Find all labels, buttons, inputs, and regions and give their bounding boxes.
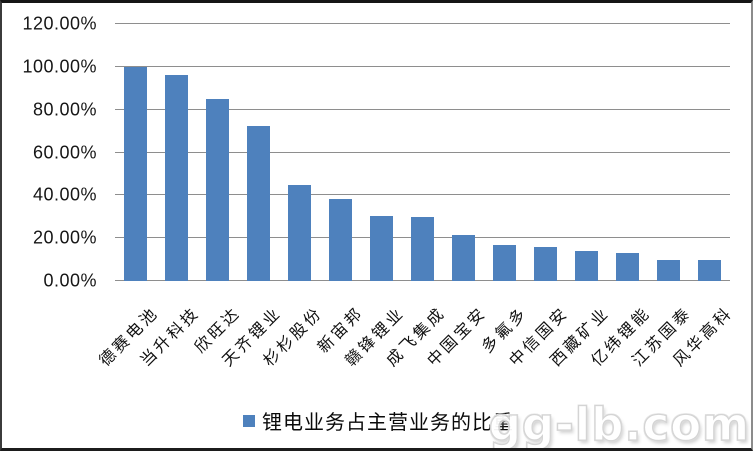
bar-slot <box>525 24 566 281</box>
y-axis: 0.00% 20.00% 40.00% 60.00% 80.00% 100.00% 120.… <box>2 14 97 291</box>
bar-当升科技 <box>165 74 188 281</box>
watermark: gg-lb.com <box>488 398 750 451</box>
bar-亿纬锂能 <box>616 252 639 281</box>
bar-slot <box>566 24 607 281</box>
bar-赣锋锂业 <box>370 215 393 281</box>
gridline-80 <box>115 108 730 110</box>
bar-slot <box>402 24 443 281</box>
bar-slot <box>443 24 484 281</box>
y-tick-label: 80.00% <box>32 99 97 120</box>
bar-slot <box>361 24 402 281</box>
bar-中国宝安 <box>452 235 475 281</box>
y-tick-label: 120.00% <box>22 13 97 34</box>
bar-欣旺达 <box>206 98 229 281</box>
gridline-40 <box>115 194 730 196</box>
bar-中信国安 <box>534 247 557 281</box>
bar-多氟多 <box>493 245 516 281</box>
gridline-100 <box>115 65 730 67</box>
bar-slot <box>197 24 238 281</box>
y-tick-label: 0.00% <box>43 270 97 291</box>
bar-西藏矿业 <box>575 251 598 281</box>
bar-slot <box>607 24 648 281</box>
bar-江苏国泰 <box>657 259 680 281</box>
bar-slot <box>484 24 525 281</box>
bar-slot <box>279 24 320 281</box>
gridline-60 <box>115 151 730 153</box>
y-tick-label: 100.00% <box>22 56 97 77</box>
bar-德赛电池 <box>124 66 147 281</box>
legend-swatch-icon <box>243 414 255 427</box>
gridline-120 <box>115 23 730 24</box>
bar-slot <box>238 24 279 281</box>
bar-成飞集成 <box>411 216 434 281</box>
bar-新宙邦 <box>329 199 352 281</box>
bar-杉杉股份 <box>288 185 311 281</box>
legend-label: 锂电业务占主营业务的比重 <box>262 410 514 434</box>
y-tick-label: 40.00% <box>32 184 97 205</box>
bar-slot <box>156 24 197 281</box>
bar-风华高科 <box>698 259 721 281</box>
bar-天齐锂业 <box>247 125 270 281</box>
bar-slot <box>320 24 361 281</box>
bar-series <box>115 24 730 281</box>
y-tick-label: 20.00% <box>32 227 97 248</box>
x-axis: 德赛电池 当升科技 欣旺达 天齐锂业 杉杉股份 新宙邦 赣锋锂业 成飞集成 中国宝安 多氟多 中信国… <box>96 280 737 405</box>
bar-slot <box>648 24 689 281</box>
bar-slot <box>115 24 156 281</box>
bar-slot <box>689 24 730 281</box>
legend: 锂电业务占主营业务的比重 <box>243 406 514 435</box>
y-tick-label: 60.00% <box>32 142 97 162</box>
plot-area <box>115 23 730 281</box>
